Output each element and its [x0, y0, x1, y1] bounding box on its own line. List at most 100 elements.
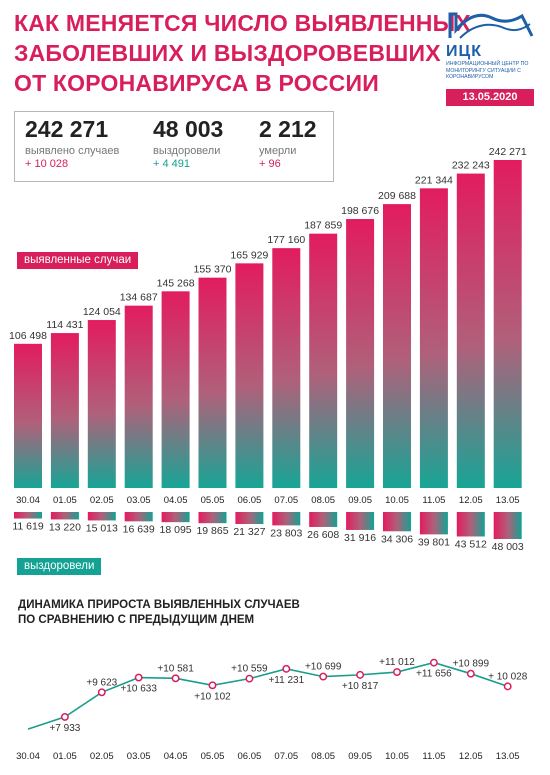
recovered-bar	[124, 512, 153, 522]
recovered-value-label: 21 327	[233, 526, 265, 538]
growth-point	[97, 688, 106, 697]
growth-point	[245, 674, 254, 683]
recovered-bar	[198, 512, 227, 524]
recovered-bar	[493, 512, 522, 539]
detected-bar	[235, 263, 264, 488]
growth-date-tick-label: 08.05	[311, 751, 335, 762]
detected-bar	[346, 219, 375, 488]
recovered-bar	[456, 512, 485, 537]
logo: ИЦК ИНФОРМАЦИОННЫЙ ЦЕНТР ПО МОНИТОРИНГУ …	[446, 10, 538, 81]
growth-point	[356, 670, 365, 679]
detected-bar	[383, 204, 411, 489]
stat-deaths-delta: + 96	[259, 158, 281, 170]
detected-value-label: 177 160	[267, 234, 305, 246]
recovered-value-label: 31 916	[344, 532, 376, 544]
recovered-value-label: 18 095	[160, 524, 192, 536]
logo-name: ИЦК	[446, 43, 482, 60]
recovered-bar	[309, 512, 338, 527]
stat-detected-delta: + 10 028	[25, 158, 69, 170]
recovered-value-label: 34 306	[381, 533, 413, 545]
detected-value-label: 134 687	[120, 292, 158, 304]
growth-chart-title: ДИНАМИКА ПРИРОСТА ВЫЯВЛЕННЫХ СЛУЧАЕВ ПО …	[18, 598, 300, 628]
recovered-bar	[235, 512, 264, 524]
growth-date-tick-label: 10.05	[385, 751, 409, 762]
detected-bar	[161, 291, 190, 488]
growth-value-label: + 10 028	[488, 671, 528, 682]
date-tick-label: 01.05	[53, 495, 77, 506]
logo-subtitle: ИНФОРМАЦИОННЫЙ ЦЕНТР ПО МОНИТОРИНГУ СИТУ…	[446, 61, 529, 80]
detected-bar	[272, 248, 301, 488]
recovered-value-label: 48 003	[492, 541, 524, 553]
growth-date-tick-label: 12.05	[459, 751, 483, 762]
recovered-value-label: 11 619	[12, 521, 43, 533]
stat-recovered-delta: + 4 491	[153, 158, 191, 170]
growth-date-tick-label: 04.05	[164, 751, 188, 762]
date-tick-label: 04.05	[164, 495, 188, 506]
detected-value-label: 165 929	[230, 249, 268, 261]
detected-value-label: 106 498	[9, 330, 47, 342]
detected-bar	[124, 305, 153, 488]
stat-detected-value: 242 271	[25, 116, 109, 142]
detected-value-label: 114 431	[46, 319, 83, 331]
growth-title-line-2: ПО СРАВНЕНИЮ С ПРЕДЫДУЩИМ ДНЕМ	[18, 614, 255, 626]
recovered-value-label: 13 220	[49, 521, 81, 533]
detected-value-label: 242 271	[489, 146, 527, 158]
growth-date-tick-label: 02.05	[90, 751, 114, 762]
recovered-value-label: 16 639	[123, 523, 155, 535]
detected-bar	[419, 188, 448, 488]
recovered-value-label: 15 013	[86, 522, 118, 534]
growth-value-label: +11 231	[268, 675, 304, 686]
date-badge: 13.05.2020	[446, 89, 534, 106]
growth-date-tick-label: 05.05	[201, 751, 225, 762]
detected-value-label: 145 268	[157, 277, 195, 289]
detected-bar	[14, 343, 42, 488]
date-tick-label: 03.05	[127, 495, 151, 506]
growth-date-tick-label: 06.05	[238, 751, 262, 762]
growth-date-tick-label: 09.05	[348, 751, 372, 762]
date-tick-label: 13.05	[496, 495, 520, 506]
growth-point	[466, 669, 475, 678]
stat-recovered-value: 48 003	[153, 116, 224, 142]
stat-recovered: 48 003 выздоровели + 4 491	[153, 116, 223, 170]
detected-value-label: 124 054	[83, 306, 121, 318]
detected-bar	[309, 233, 338, 488]
date-tick-label: 12.05	[459, 495, 483, 506]
growth-title-line-1: ДИНАМИКА ПРИРОСТА ВЫЯВЛЕННЫХ СЛУЧАЕВ	[18, 599, 300, 611]
growth-value-label: +11 656	[416, 669, 452, 680]
growth-point	[208, 681, 217, 690]
detected-bar	[456, 173, 485, 488]
growth-line	[27, 661, 508, 730]
growth-date-tick-label: 07.05	[274, 751, 298, 762]
recovered-bar	[346, 512, 375, 530]
growth-value-label: +10 633	[120, 684, 157, 695]
recovered-bar	[383, 512, 411, 532]
detected-value-label: 209 688	[378, 190, 416, 202]
stat-deaths: 2 212 умерли + 96	[259, 116, 317, 170]
date-tick-label: 30.04	[16, 495, 40, 506]
growth-point	[319, 672, 328, 681]
growth-point	[282, 664, 291, 673]
summary-box: 242 271 выявлено случаев + 10 028 48 003…	[14, 111, 334, 182]
growth-point	[60, 712, 69, 721]
stat-deaths-value: 2 212	[259, 116, 317, 142]
growth-value-label: +10 699	[305, 662, 342, 673]
growth-value-label: +10 559	[231, 664, 268, 675]
stat-recovered-label: выздоровели	[153, 145, 221, 157]
recovered-bar	[87, 512, 116, 521]
date-tick-label: 08.05	[311, 495, 335, 506]
detected-bar	[198, 277, 227, 488]
detected-bar	[87, 320, 116, 488]
detected-value-label: 155 370	[194, 264, 232, 276]
growth-date-tick-label: 11.05	[422, 751, 445, 762]
growth-value-label: +11 012	[379, 657, 415, 668]
stat-detected: 242 271 выявлено случаев + 10 028	[25, 116, 119, 170]
growth-date-tick-label: 30.04	[16, 751, 40, 762]
growth-point	[134, 673, 143, 682]
recovered-legend-label: выздоровели	[17, 558, 102, 575]
date-tick-label: 11.05	[422, 495, 445, 506]
detected-bar	[493, 160, 522, 488]
recovered-bar	[14, 512, 42, 519]
stat-detected-label: выявлено случаев	[25, 145, 120, 157]
growth-value-label: +7 933	[49, 723, 80, 734]
